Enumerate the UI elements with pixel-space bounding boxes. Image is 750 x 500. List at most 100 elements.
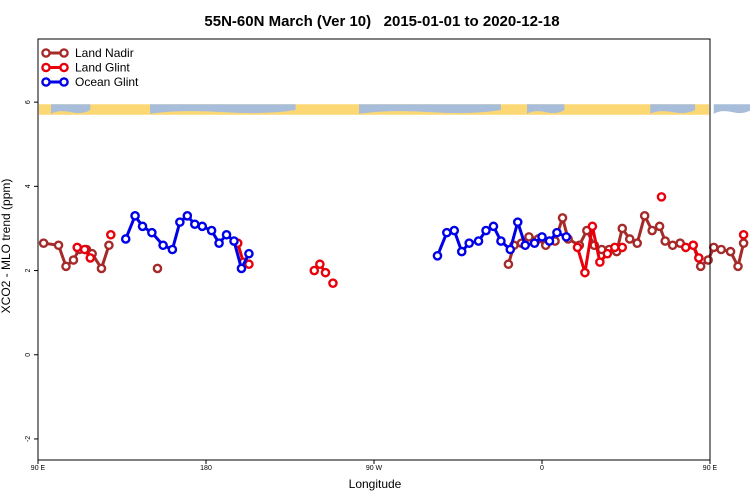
x-tick-label: 180 [200,465,212,472]
data-point [175,217,185,227]
data-point [68,255,79,265]
data-point [602,248,613,259]
map-ocean-shape [51,104,91,114]
data-point [328,278,338,288]
data-point [512,217,523,227]
data-point [315,259,325,270]
data-point [61,261,71,272]
data-point [572,242,583,253]
y-tick-label: 4 [25,184,32,188]
data-point [680,242,691,253]
data-point [529,238,540,248]
map-ocean-shape [527,104,565,114]
y-tick-label: 2 [25,269,32,273]
data-point [309,265,320,276]
chart-title: 55N-60N March (Ver 10) 2015-01-01 to 202… [204,13,559,30]
data-point [104,240,114,251]
data-point [79,244,90,255]
legend-marker-left [41,62,51,73]
data-point [496,236,506,246]
data-point [182,211,193,221]
y-axis-label: XCO2 - MLO trend (ppm) [0,179,13,314]
data-point [708,242,719,253]
data-point [552,227,562,238]
data-point [197,221,208,232]
legend-label: Land Glint [75,61,130,75]
data-point [544,236,555,246]
x-tick-label: 90 E [703,465,718,472]
map-ocean-shape [150,104,296,114]
x-tick-label: 0 [540,465,544,472]
data-point [595,257,605,267]
x-tick-label: 90 E [31,465,46,472]
data-point [617,223,628,234]
data-point [647,225,657,236]
data-point [660,236,671,246]
data-point [449,225,460,236]
data-point [85,253,96,263]
map-ocean-shape [650,104,696,114]
data-point [639,211,650,221]
data-point [221,229,232,240]
series-land-nadir [38,211,749,274]
legend-marker-right [59,77,69,87]
data-point [432,251,443,261]
data-point [688,240,699,251]
data-point [667,240,678,251]
data-point [610,242,620,253]
y-tick-label: 6 [25,100,32,104]
legend-label: Land Nadir [75,46,134,60]
data-point [654,221,665,232]
legend-marker-right [59,48,69,58]
data-point [725,246,736,257]
x-axis-label: Longitude [349,477,402,491]
data-point [147,227,157,238]
data-point [229,236,239,246]
data-point [617,242,628,253]
series-ocean-glint [120,211,572,274]
series-land-glint [72,192,749,288]
y-tick-label: -2 [25,436,32,442]
plot-frame [37,38,711,461]
map-ocean-shape [713,104,750,114]
data-point [206,225,217,236]
data-point [137,221,148,232]
data-point [244,248,254,259]
series-line [124,214,251,270]
data-point [214,238,224,248]
legend-marker-left [41,48,51,58]
data-point [624,234,635,244]
data-point [236,263,247,274]
data-point [733,261,743,272]
world-map-strip [39,104,750,115]
data-point [738,238,749,248]
legend-marker-right [59,62,69,73]
data-point [244,259,254,270]
data-point [580,267,590,278]
data-point [587,221,598,232]
data-point [464,238,475,248]
data-point [106,229,116,240]
data-point [152,263,163,274]
data-point [189,219,200,230]
data-point [481,225,491,236]
data-point [120,234,131,244]
data-point [320,267,331,278]
data-point [473,236,484,246]
data-point [456,246,467,257]
data-point [96,263,107,274]
data-point [130,211,140,221]
data-point [656,192,667,202]
data-point [632,238,643,248]
legend-marker-left [41,77,51,87]
data-point [537,232,547,242]
data-point [441,227,452,238]
data-point [703,255,713,265]
data-point [524,232,534,242]
data-point [694,253,704,263]
data-point [53,240,64,251]
data-point [520,240,531,251]
data-point [167,244,178,255]
